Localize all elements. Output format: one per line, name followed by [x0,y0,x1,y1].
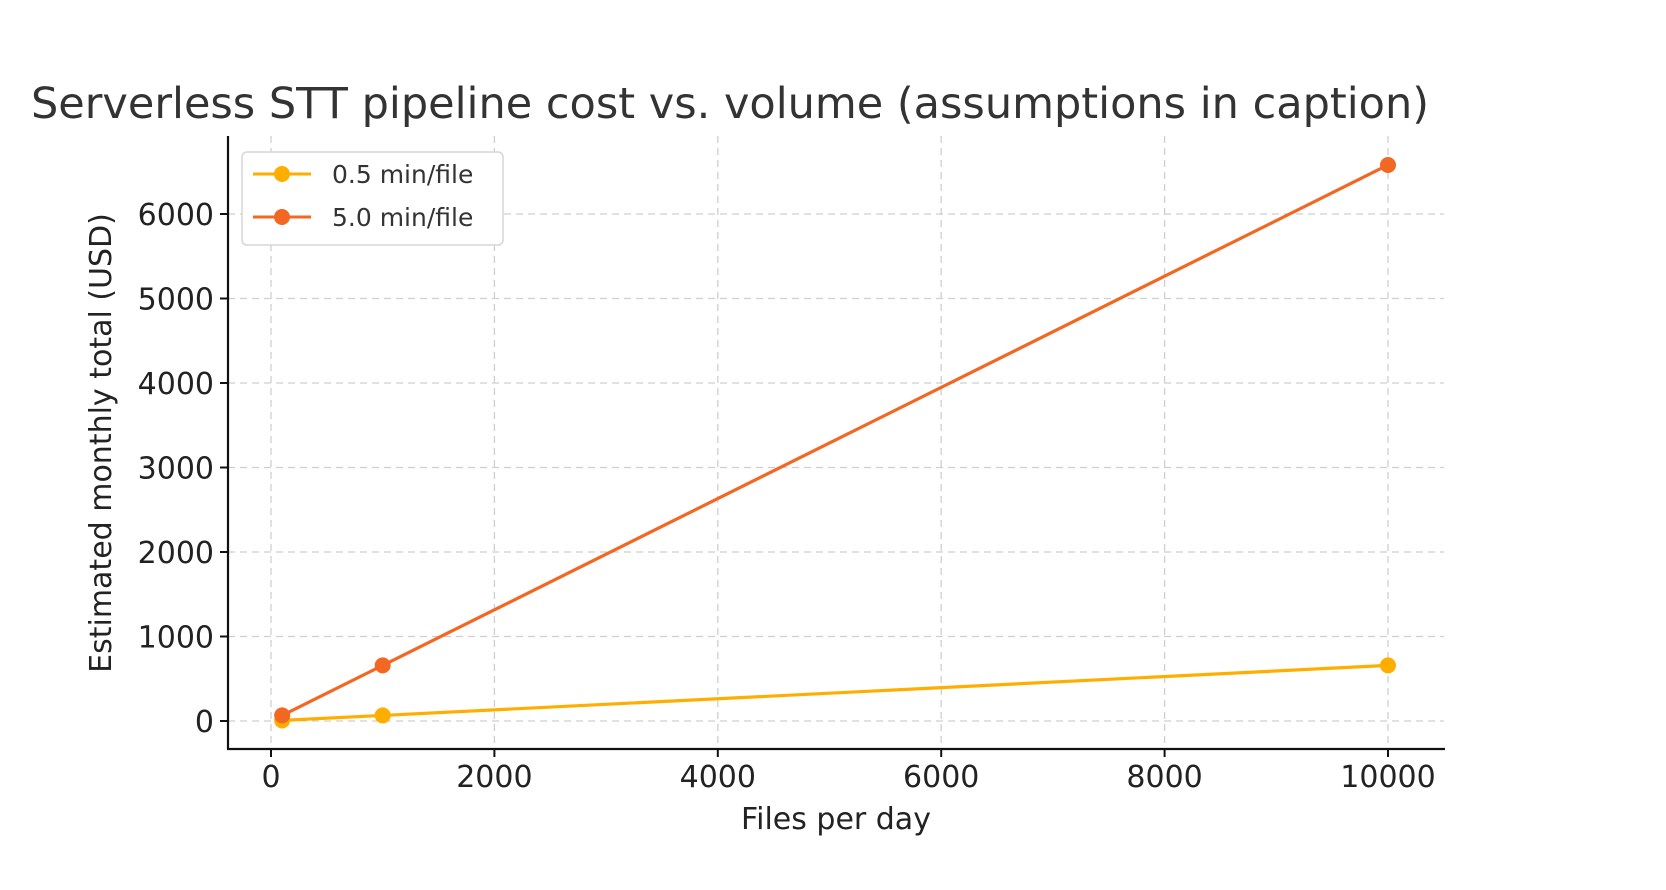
y-tick-label: 3000 [138,452,214,487]
legend: 0.5 min/file 5.0 min/file [241,151,504,246]
x-tick-label: 0 [261,760,280,795]
data-point [274,707,291,724]
data-point [1380,156,1396,173]
y-tick-label: 6000 [138,198,214,233]
series-line-1 [281,163,1389,717]
y-tick-label: 0 [195,705,214,740]
data-point [374,657,391,674]
legend-label-0: 0.5 min/file [332,160,473,189]
y-tick-label: 2000 [138,536,214,571]
x-tick-label: 10000 [1340,760,1435,795]
y-tick-label: 5000 [138,283,214,318]
x-tick-label: 6000 [903,760,979,795]
x-tick-label: 8000 [1126,760,1202,795]
x-axis-label: Files per day [741,802,931,837]
y-axis-label: Estimated monthly total (USD) [84,213,119,673]
legend-label-1: 5.0 min/file [332,203,473,232]
y-tick-label: 4000 [138,367,214,402]
data-point [1380,657,1396,674]
x-tick-label: 2000 [456,760,532,795]
chart-title: Serverless STT pipeline cost vs. volume … [31,79,1429,129]
x-tick-label: 4000 [680,760,756,795]
data-point [374,707,391,724]
y-tick-label: 1000 [138,621,214,656]
series-line-0 [282,663,1389,723]
